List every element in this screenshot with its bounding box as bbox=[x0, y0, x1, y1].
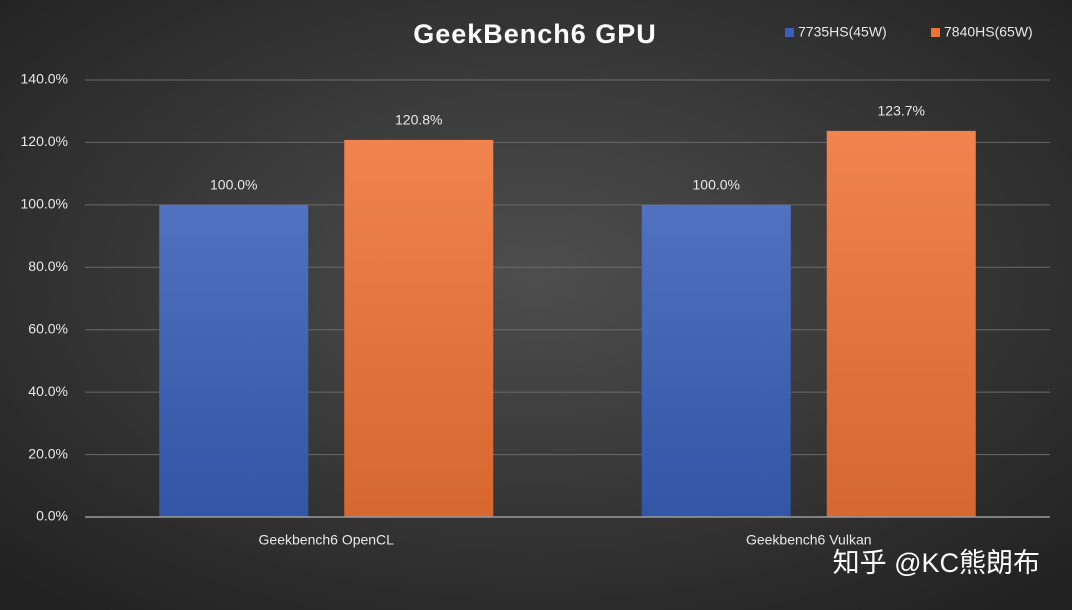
legend-swatch bbox=[785, 28, 794, 37]
legend-label: 7840HS(65W) bbox=[944, 24, 1033, 40]
x-tick-label: Geekbench6 OpenCL bbox=[259, 532, 395, 548]
y-tick-label: 80.0% bbox=[28, 258, 68, 274]
x-tick-label: Geekbench6 Vulkan bbox=[746, 532, 872, 548]
y-tick-label: 0.0% bbox=[36, 508, 68, 524]
y-tick-label: 40.0% bbox=[28, 383, 68, 399]
data-label: 123.7% bbox=[878, 103, 925, 119]
legend-label: 7735HS(45W) bbox=[798, 24, 887, 40]
chart-title: GeekBench6 GPU bbox=[413, 19, 657, 49]
y-tick-label: 60.0% bbox=[28, 320, 68, 336]
bar bbox=[344, 139, 494, 517]
y-tick-label: 100.0% bbox=[21, 196, 68, 212]
legend-swatch bbox=[931, 28, 940, 37]
bar bbox=[826, 130, 976, 518]
bar bbox=[159, 204, 309, 517]
watermark: 知乎 @KC熊朗布 bbox=[833, 548, 1040, 578]
bar bbox=[641, 204, 791, 517]
data-label: 120.8% bbox=[395, 112, 442, 128]
y-tick-label: 120.0% bbox=[21, 133, 68, 149]
data-label: 100.0% bbox=[210, 177, 257, 193]
y-tick-label: 20.0% bbox=[28, 445, 68, 461]
y-tick-label: 140.0% bbox=[21, 71, 68, 87]
data-label: 100.0% bbox=[693, 177, 740, 193]
